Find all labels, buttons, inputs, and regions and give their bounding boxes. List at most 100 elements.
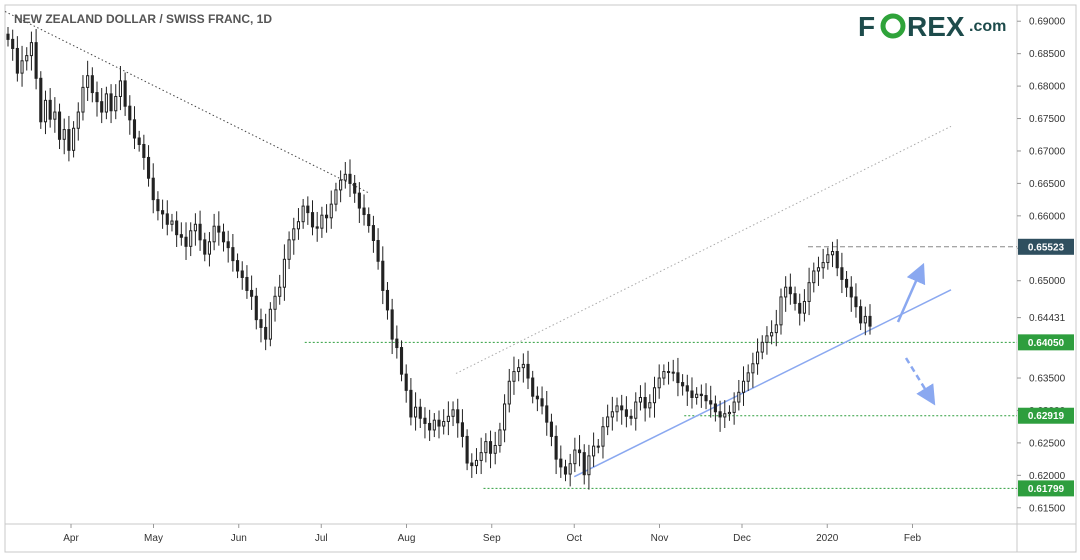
candle-body	[760, 341, 764, 353]
candle-body	[662, 371, 666, 379]
candle-body	[235, 260, 240, 272]
candle-body	[718, 411, 722, 418]
x-tick-label: Sep	[483, 533, 501, 544]
candle-body	[657, 377, 661, 389]
candle-body	[29, 42, 33, 57]
candle-body	[488, 441, 493, 454]
candle-body	[751, 363, 755, 374]
candle-body	[189, 230, 193, 247]
candle-body	[756, 351, 760, 365]
chart-title: NEW ZEALAND DOLLAR / SWISS FRANC, 1D	[14, 12, 272, 26]
candle-body	[137, 137, 141, 145]
candle-body	[273, 295, 277, 310]
candle-body	[770, 332, 774, 337]
candle-body	[526, 363, 530, 379]
candle-body	[498, 429, 502, 447]
candle-body	[652, 387, 657, 404]
price-tags: 0.65523 0.64050 0.62919 0.61799	[1018, 238, 1074, 497]
candle-body	[442, 420, 446, 427]
x-tick-label: May	[144, 533, 163, 544]
candle-body	[587, 455, 591, 476]
candle-body	[282, 258, 286, 288]
candle-body	[596, 445, 600, 448]
candle-body	[259, 319, 263, 328]
candle-body	[198, 223, 202, 241]
candle-body	[816, 267, 821, 272]
candle-body	[320, 214, 324, 229]
candle-body	[409, 389, 413, 418]
candle-body	[723, 413, 727, 418]
candle-body	[254, 295, 258, 321]
candle-body	[278, 286, 282, 297]
y-tick-label: 0.62500	[1029, 438, 1066, 449]
x-tick-label: Feb	[904, 533, 922, 544]
candle-body	[788, 286, 792, 295]
candle-body	[793, 293, 797, 304]
candle-body	[765, 335, 769, 343]
candle-body	[638, 396, 643, 403]
candle-body	[868, 315, 872, 327]
candle-body	[592, 445, 596, 457]
candle-body	[395, 338, 399, 349]
candle-body	[371, 225, 375, 241]
x-tick-label: Jul	[315, 533, 328, 544]
candle-body	[460, 422, 464, 437]
candle-body	[821, 262, 825, 269]
candle-body	[48, 99, 52, 120]
candle-body	[268, 308, 272, 340]
candle-body	[610, 411, 614, 418]
candle-body	[287, 239, 291, 260]
levels-layer	[304, 246, 1017, 489]
candle-body	[184, 236, 188, 247]
candle-body	[474, 459, 479, 467]
y-tick-label: 0.69000	[1029, 17, 1066, 28]
candle-body	[512, 371, 516, 382]
candle-body	[573, 449, 577, 465]
candle-body	[432, 419, 436, 431]
candle-body	[43, 99, 48, 123]
candle-body	[109, 93, 113, 112]
candle-body	[479, 452, 483, 461]
candle-body	[830, 251, 835, 256]
y-tick-label: 0.64431	[1029, 313, 1066, 324]
price-tag	[1018, 407, 1074, 424]
candle-body	[629, 415, 633, 419]
candle-body	[15, 47, 19, 74]
candle-body	[315, 226, 319, 229]
candle-body	[339, 179, 343, 191]
candle-body	[165, 213, 169, 225]
svg-text:F: F	[858, 11, 875, 42]
candle-body	[221, 231, 226, 243]
candle-body	[146, 156, 151, 179]
price-tag	[1018, 238, 1074, 255]
candle-body	[404, 373, 408, 391]
candle-body	[648, 402, 652, 409]
x-tick-label: Oct	[566, 533, 582, 544]
candle-body	[381, 260, 385, 291]
candle-body	[606, 416, 610, 428]
candle-body	[385, 289, 390, 311]
candle-body	[104, 93, 108, 113]
candle-body	[306, 205, 310, 214]
candle-body	[577, 449, 582, 454]
forex-logo[interactable]: F REX .com	[858, 11, 1006, 42]
candle-body	[535, 395, 539, 400]
y-tick-label: 0.66000	[1029, 211, 1066, 222]
candle-body	[390, 309, 394, 340]
candle-body	[428, 422, 432, 431]
candle-body	[62, 129, 66, 140]
candle-body	[746, 372, 750, 382]
candle-body	[100, 101, 104, 113]
candle-body	[114, 95, 118, 112]
svg-text:.com: .com	[969, 18, 1006, 35]
candle-body	[507, 380, 511, 405]
candle-body	[343, 173, 347, 181]
candle-body	[353, 182, 357, 194]
candle-body	[399, 347, 404, 375]
candle-body	[250, 289, 254, 297]
candle-body	[859, 306, 863, 324]
candle-body	[484, 441, 488, 454]
price-tag	[1018, 480, 1074, 497]
candle-body	[348, 173, 352, 184]
